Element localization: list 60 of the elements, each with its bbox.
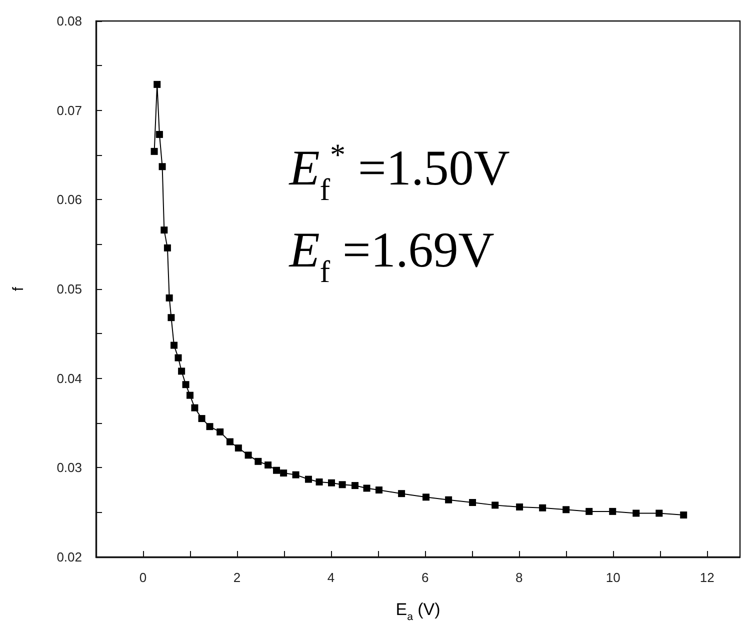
y-tick-label: 0.03 — [56, 460, 82, 476]
point — [226, 438, 234, 446]
y-tick-label: 0.07 — [56, 102, 82, 118]
y-tick-label: 0.02 — [56, 550, 82, 564]
point — [216, 428, 224, 436]
point — [254, 458, 262, 465]
point — [164, 244, 171, 252]
x-tick-label: 0 — [139, 570, 147, 585]
point — [516, 503, 524, 510]
y-tick-label: 0.08 — [56, 14, 82, 28]
point — [198, 415, 206, 422]
y-tick-label: 0.05 — [56, 282, 82, 296]
point — [166, 294, 173, 302]
point — [174, 354, 182, 362]
point — [328, 479, 336, 486]
point — [469, 499, 476, 506]
y-axis-title: f — [10, 286, 27, 292]
point — [586, 508, 593, 515]
x-tick-label: 10 — [606, 570, 620, 585]
point — [562, 506, 570, 514]
point — [150, 148, 158, 155]
point — [182, 381, 190, 388]
point — [398, 490, 406, 498]
point — [352, 482, 359, 490]
point — [609, 508, 616, 515]
point — [168, 314, 175, 322]
point — [191, 404, 198, 412]
point — [338, 481, 346, 488]
point — [492, 502, 499, 509]
point — [178, 368, 186, 375]
point — [244, 452, 252, 459]
point — [363, 484, 370, 492]
point — [280, 470, 288, 477]
point — [632, 510, 640, 517]
y-tick-label: 0.06 — [56, 192, 82, 208]
point — [445, 496, 452, 504]
point — [154, 80, 161, 88]
y-tick-label: 0.04 — [56, 370, 82, 386]
x-tick-label: 2 — [233, 570, 241, 585]
x-tick-label: 4 — [327, 570, 335, 585]
point — [539, 504, 546, 512]
x-tick-label: 6 — [421, 570, 429, 585]
point — [680, 512, 688, 519]
point — [186, 392, 194, 399]
point — [160, 226, 168, 234]
point — [316, 478, 323, 486]
point — [234, 444, 242, 452]
point — [304, 476, 312, 483]
point — [273, 466, 280, 474]
point — [422, 494, 430, 501]
x-tick-label: 12 — [700, 570, 714, 585]
point — [264, 461, 272, 468]
point — [170, 342, 178, 349]
point — [656, 510, 663, 517]
point — [292, 471, 300, 478]
x-tick-label: 8 — [515, 570, 523, 585]
point — [206, 423, 214, 430]
point — [375, 486, 382, 494]
point — [158, 163, 166, 170]
point — [156, 130, 163, 138]
